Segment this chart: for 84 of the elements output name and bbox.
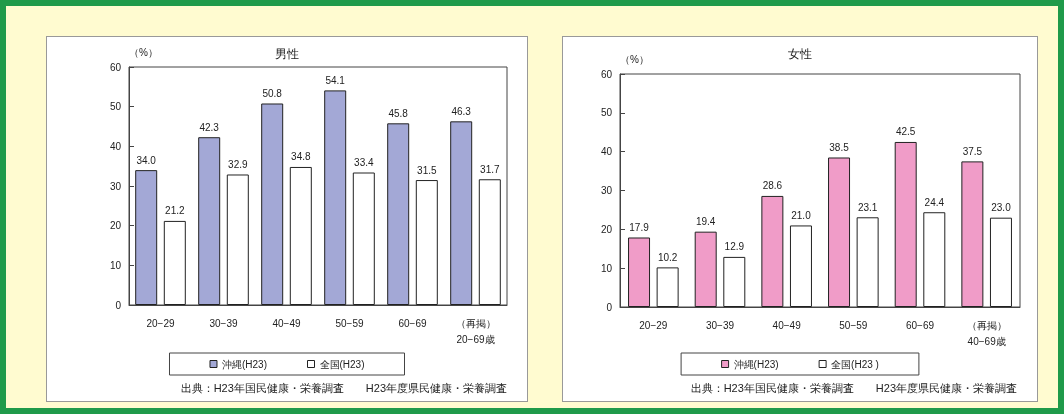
data-label: 42.5 xyxy=(895,126,916,138)
bar xyxy=(387,123,410,305)
y-tick-label: 60 xyxy=(109,61,122,73)
data-label: 28.6 xyxy=(762,180,783,192)
data-label: 23.1 xyxy=(857,201,878,213)
x-tick-label: （再掲） 40−69歳 xyxy=(966,319,1007,347)
bar xyxy=(450,121,473,305)
x-tick-label: 60−69 xyxy=(905,319,935,331)
bar xyxy=(261,103,284,305)
y-tick-label: 30 xyxy=(600,185,613,196)
bar xyxy=(828,157,851,307)
bar xyxy=(198,137,221,305)
bar xyxy=(226,174,249,305)
source-note: 出典：H23年国民健康・栄養調査 H23年度県民健康・栄養調査 xyxy=(180,381,507,394)
y-tick-label: 20 xyxy=(600,223,613,235)
data-label: 31.7 xyxy=(480,163,500,175)
bar xyxy=(324,90,347,305)
data-label: 17.9 xyxy=(629,221,650,233)
y-tick-label: 0 xyxy=(606,301,613,313)
x-tick-label: 40−49 xyxy=(272,317,301,329)
bar xyxy=(694,231,717,307)
data-label: 34.8 xyxy=(291,151,311,163)
bar xyxy=(656,267,679,307)
legend-label: 全国(H23) xyxy=(319,358,365,370)
data-label: 24.4 xyxy=(924,196,945,208)
data-label: 42.3 xyxy=(199,121,220,133)
bar xyxy=(289,166,312,305)
x-tick-label: 20−29 xyxy=(146,317,175,329)
y-tick-label: 0 xyxy=(115,299,122,311)
bar xyxy=(478,179,501,305)
chart-title: 女性 xyxy=(788,47,812,61)
y-tick-label: 10 xyxy=(109,259,122,271)
bar xyxy=(894,141,917,307)
legend-label: 沖縄(H23) xyxy=(222,358,268,370)
bar xyxy=(352,172,375,305)
x-tick-label: 50−59 xyxy=(335,317,364,329)
bar xyxy=(163,220,186,305)
data-label: 37.5 xyxy=(962,145,983,157)
data-label: 31.5 xyxy=(417,164,437,176)
source-note: 出典：H23年国民健康・栄養調査 H23年度県民健康・栄養調査 xyxy=(690,381,1017,394)
y-tick-label: 40 xyxy=(600,146,613,158)
data-label: 54.1 xyxy=(325,74,346,86)
y-axis-title: （%） xyxy=(620,53,649,65)
legend-label: 沖縄(H23) xyxy=(733,358,779,370)
x-tick-label: 20−29 xyxy=(639,319,668,331)
data-label: 23.0 xyxy=(991,202,1012,214)
bar xyxy=(628,237,651,307)
bar xyxy=(135,170,158,305)
data-label: 50.8 xyxy=(262,87,283,99)
data-label: 10.2 xyxy=(657,251,678,263)
bar xyxy=(723,256,746,307)
data-label: 21.0 xyxy=(791,209,812,221)
x-tick-label: 40−49 xyxy=(772,319,802,331)
y-axis-title: （%） xyxy=(129,46,158,58)
x-tick-label: 50−59 xyxy=(839,319,868,331)
y-tick-label: 50 xyxy=(600,107,613,119)
y-tick-label: 20 xyxy=(109,220,122,232)
data-label: 21.2 xyxy=(165,205,185,217)
x-tick-label: 30−39 xyxy=(705,319,735,331)
data-label: 33.4 xyxy=(354,157,374,169)
bar xyxy=(961,161,984,307)
data-label: 32.9 xyxy=(228,159,248,170)
data-label: 12.9 xyxy=(724,241,745,253)
data-label: 38.5 xyxy=(829,141,850,153)
y-tick-label: 60 xyxy=(600,68,613,80)
bar xyxy=(989,217,1012,307)
y-tick-label: 50 xyxy=(109,101,122,113)
x-tick-label: （再掲） 20−69歳 xyxy=(455,317,496,345)
y-tick-label: 40 xyxy=(109,140,122,152)
bar xyxy=(923,212,946,307)
y-tick-label: 10 xyxy=(600,262,613,274)
x-tick-label: 60−69 xyxy=(398,317,427,329)
bar xyxy=(415,180,438,305)
chart-title: 男性 xyxy=(275,47,299,61)
data-label: 45.8 xyxy=(388,107,409,119)
data-label: 46.3 xyxy=(451,105,472,117)
legend-label: 全国(H23 ) xyxy=(831,358,879,370)
y-tick-label: 30 xyxy=(109,180,122,192)
bar xyxy=(761,195,784,307)
bar xyxy=(856,217,879,307)
bar xyxy=(789,225,812,307)
data-label: 19.4 xyxy=(695,216,716,228)
x-tick-label: 30−39 xyxy=(209,317,238,329)
data-label: 34.0 xyxy=(136,154,157,166)
